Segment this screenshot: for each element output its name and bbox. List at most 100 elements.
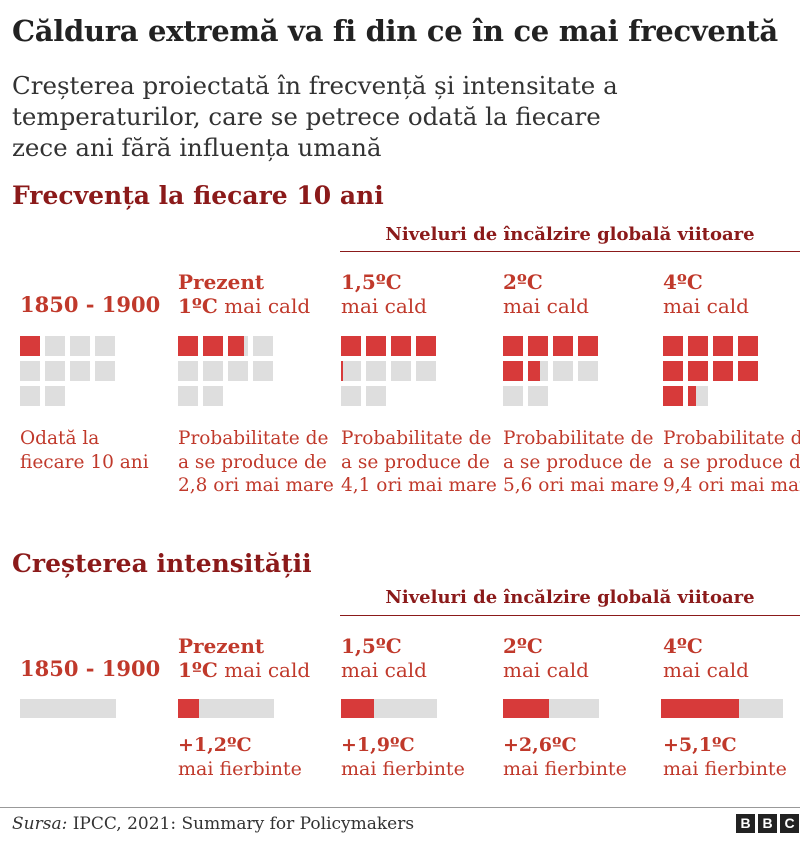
waffle-cell [366,386,386,406]
frequency-description: Probabilitate de a se produce de 4,1 ori m… [341,427,497,498]
intensity-desc: mai fierbinte [341,758,465,780]
description-line: 4,1 ori mai mare [341,475,497,496]
waffle-cell [688,361,708,381]
intensity-bar-track [20,699,116,718]
waffle-cell [178,336,198,356]
era-label-bold: 2ºC [503,270,543,294]
intensity-value-label: +5,1ºC mai fierbinte [663,733,787,781]
waffle-cell [391,336,411,356]
era-label-text: mai cald [341,658,427,682]
description-line: 5,6 ori mai mare [503,475,659,496]
intensity-bar-fill [178,699,199,718]
frequency-description: Probabilitate de a se produce de 5,6 ori m… [503,427,659,498]
bbc-logo-letter: C [780,814,799,833]
description-line: 2,8 ori mai mare [178,475,334,496]
era-label: Prezent 1ºC mai cald [178,270,310,318]
era-label-text: mai cald [224,658,311,682]
waffle-cell [663,336,683,356]
era-label-text: mai cald [663,658,749,682]
waffle-cell [503,386,523,406]
waffle-cell [713,336,733,356]
page-subtitle: Creșterea proiectată în frecvență și int… [12,71,618,162]
bbc-logo-letter: B [758,814,777,833]
description-line: Probabilitate de [503,428,654,449]
waffle-cell [366,336,386,356]
waffle-cell [45,386,65,406]
waffle-cell [553,361,573,381]
frequency-description: Odată la fiecare 10 ani [20,427,149,474]
intensity-value: +1,2ºC [178,734,252,756]
waffle-cell [95,361,115,381]
era-label-bold-2: 1ºC [178,294,218,318]
intensity-value-label: +1,2ºC mai fierbinte [178,733,302,781]
era-label-bold-2: 1ºC [178,658,218,682]
waffle-cell [713,361,733,381]
waffle-grid [20,336,115,406]
future-levels-line-intensity [340,615,800,616]
waffle-cell [341,361,361,381]
intensity-value: +2,6ºC [503,734,577,756]
waffle-cell [341,386,361,406]
era-label-bold: 2ºC [503,634,543,658]
description-line: a se produce de [503,451,652,473]
future-levels-line-frequency [340,251,800,252]
era-label: 1,5ºC mai cald [341,270,427,318]
intensity-bar-track [503,699,599,718]
waffle-cell [341,336,361,356]
waffle-cell [416,361,436,381]
description-line: a se produce de [341,451,490,473]
waffle-cell [738,336,758,356]
era-label-text: 1850 - 1900 [20,656,161,681]
era-label-text: 1850 - 1900 [20,292,161,317]
description-line: Probabilitate de [663,428,800,449]
description-line: Probabilitate de [178,428,329,449]
waffle-cell [528,336,548,356]
waffle-cell [203,386,223,406]
description-line: a se produce de [663,451,800,473]
frequency-description: Probabilitate de a se produce de 2,8 ori m… [178,427,334,498]
waffle-cell [20,361,40,381]
intensity-bar-fill [503,699,549,718]
waffle-cell [688,386,708,406]
waffle-cell [663,386,683,406]
intensity-bar-track [178,699,274,718]
intensity-value: +5,1ºC [663,734,737,756]
era-label-text: mai cald [503,658,589,682]
waffle-cell [738,361,758,381]
intensity-bar-fill [661,699,739,718]
era-label-text: mai cald [341,294,427,318]
description-line: 9,4 ori mai mare [663,475,800,496]
waffle-cell [178,386,198,406]
future-levels-label-frequency: Niveluri de încălzire globală viitoare [385,224,755,245]
waffle-cell [503,336,523,356]
era-label-text: mai cald [503,294,589,318]
frequency-description: Probabilitate de a se produce de 9,4 ori m… [663,427,800,498]
waffle-cell [228,361,248,381]
description-line: a se produce de [178,451,327,473]
waffle-grid [178,336,273,406]
frequency-section-title: Frecvența la fiecare 10 ani [12,181,384,210]
bbc-logo-letter: B [736,814,755,833]
source-divider [0,807,800,808]
intensity-bar-track [661,699,783,718]
intensity-desc: mai fierbinte [663,758,787,780]
waffle-cell [178,361,198,381]
description-line: fiecare 10 ani [20,451,149,473]
waffle-cell [503,361,523,381]
intensity-desc: mai fierbinte [178,758,302,780]
era-label: 4ºC mai cald [663,270,749,318]
bbc-logo: B B C [736,814,799,833]
waffle-grid [663,336,758,406]
era-label: 1,5ºC mai cald [341,634,427,682]
era-label: 1850 - 1900 [20,656,160,681]
era-label: 1850 - 1900 [20,292,160,317]
waffle-cell [391,361,411,381]
waffle-cell [578,361,598,381]
waffle-cell [253,361,273,381]
era-label-bold: Prezent [178,270,265,294]
source-label: Sursa: [12,814,68,834]
description-line: Probabilitate de [341,428,492,449]
waffle-cell [528,386,548,406]
waffle-cell [203,361,223,381]
waffle-cell [253,336,273,356]
